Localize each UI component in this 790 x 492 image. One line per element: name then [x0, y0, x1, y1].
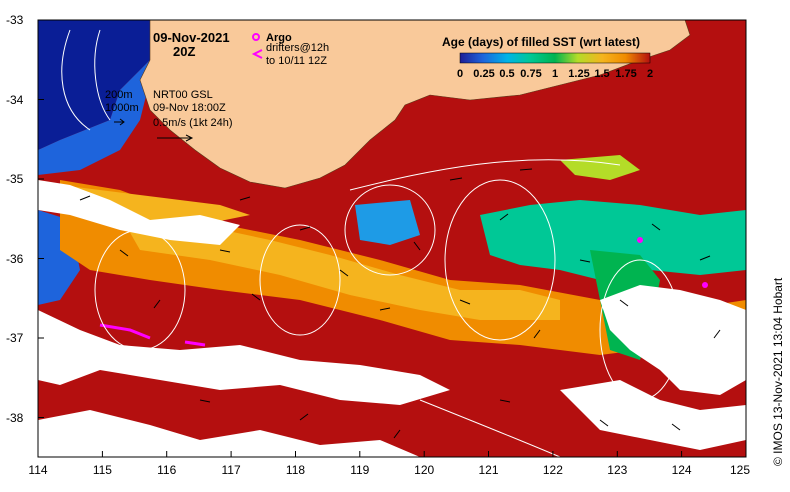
x-axis: 114 115 116 117 118 119 120 121 122 123 …: [28, 451, 750, 477]
map-date-title: 09-Nov-2021: [153, 30, 230, 45]
x-tick-label: 116: [157, 463, 176, 477]
x-tick-label: 123: [607, 463, 627, 477]
colorbar-tick-label: 0.75: [520, 68, 541, 80]
x-tick-label: 115: [93, 463, 112, 477]
no-data-region-southeast: [560, 380, 746, 450]
drifter-legend-time: to 10/11 12Z: [266, 55, 327, 67]
map-plot-area: [38, 20, 746, 457]
y-axis: -33 -34 -35 -36 -37 -38: [6, 13, 44, 425]
x-tick-label: 122: [543, 463, 563, 477]
bathy-1000m-label: 1000m: [105, 102, 139, 114]
x-tick-label: 117: [222, 463, 241, 477]
y-tick-label: -35: [6, 172, 24, 186]
colorbar: Age (days) of filled SST (wrt latest) 0 …: [442, 35, 653, 80]
y-tick-label: -33: [6, 13, 24, 27]
drifter-track: [99, 323, 151, 340]
model-time-label: 09-Nov 18:00Z: [153, 102, 226, 114]
drifter-legend-icon: [251, 49, 263, 59]
drifter-legend-label: drifters@12h: [266, 42, 329, 54]
fresh-sst-region-west-edge: [38, 60, 150, 175]
x-tick-label: 125: [730, 463, 750, 477]
x-tick-label: 124: [672, 463, 692, 477]
y-tick-label: -34: [6, 93, 24, 107]
colorbar-tick-label: 1.75: [615, 68, 636, 80]
age-band-0.5-eddy: [480, 200, 746, 280]
no-data-region-south: [38, 410, 420, 457]
age-band-0.25-patch: [355, 200, 420, 245]
map-hour-title: 20Z: [173, 44, 195, 59]
argo-float-marker: [637, 237, 643, 243]
bathy-200m-label: 200m: [105, 89, 133, 101]
surface-current-vectors: [79, 168, 721, 439]
colorbar-tick-label: 0: [457, 68, 463, 80]
y-tick-label: -36: [6, 252, 24, 266]
x-tick-label: 114: [28, 463, 47, 477]
colorbar-tick-label: 2: [647, 68, 653, 80]
colorbar-tick-label: 1.5: [594, 68, 609, 80]
colorbar-tick-label: 0.5: [499, 68, 514, 80]
no-data-region-southwest: [38, 310, 450, 405]
no-data-region-east: [600, 285, 746, 395]
argo-float-marker: [702, 282, 708, 288]
x-tick-label: 120: [414, 463, 434, 477]
x-tick-label: 119: [350, 463, 369, 477]
fresh-sst-region-west: [38, 20, 150, 150]
sea-level-contours: [61, 29, 681, 457]
x-tick-label: 118: [286, 463, 305, 477]
vector-scale-label: 0.5m/s (1kt 24h): [153, 117, 232, 129]
colorbar-tick-label: 1: [552, 68, 558, 80]
colorbar-gradient: [459, 52, 651, 64]
argo-legend-icon: [252, 33, 260, 41]
vector-scale-arrow: [157, 134, 194, 142]
drifter-track: [184, 340, 206, 347]
colorbar-tick-label: 0.25: [473, 68, 494, 80]
y-tick-label: -38: [6, 411, 24, 425]
model-name-label: NRT00 GSL: [153, 89, 213, 101]
x-tick-label: 121: [478, 463, 498, 477]
argo-legend-label: Argo: [266, 32, 292, 44]
age-band-1.5: [60, 180, 746, 355]
y-tick-label: -37: [6, 331, 24, 345]
bathy-arrow-icon: [114, 118, 125, 126]
colorbar-title: Age (days) of filled SST (wrt latest): [442, 35, 640, 49]
plot-frame: [37, 19, 747, 458]
colorbar-tick-label: 1.25: [568, 68, 589, 80]
imos-credit: © IMOS 13-Nov-2021 13:04 Hobart: [771, 277, 785, 466]
